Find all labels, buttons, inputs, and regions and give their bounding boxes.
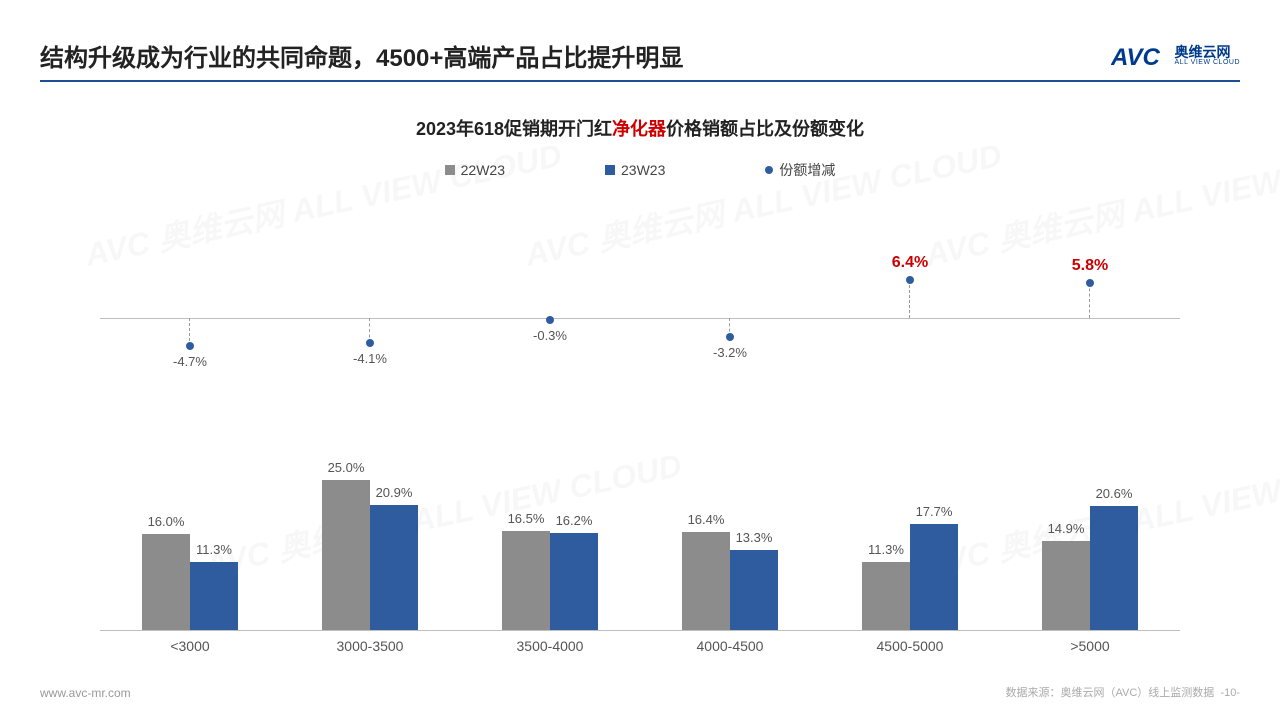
delta-dot bbox=[366, 339, 374, 347]
bar-label-s1: 16.4% bbox=[676, 512, 736, 527]
bar-s2 bbox=[910, 524, 958, 630]
chart-group: 16.0%11.3%<3000-4.7% bbox=[100, 190, 280, 640]
delta-dot bbox=[726, 333, 734, 341]
bar-s1 bbox=[1042, 541, 1090, 630]
delta-label: 5.8% bbox=[1072, 257, 1108, 275]
category-label: <3000 bbox=[100, 638, 280, 666]
avc-logo-icon: AVC bbox=[1111, 43, 1169, 69]
bar-label-s1: 25.0% bbox=[316, 460, 376, 475]
footer-source-text: 数据来源：奥维云网（AVC）线上监测数据 bbox=[1006, 687, 1215, 699]
page-title: 结构升级成为行业的共同命题，4500+高端产品占比提升明显 bbox=[40, 38, 683, 73]
bar-s1 bbox=[502, 531, 550, 630]
bar-label-s2: 13.3% bbox=[724, 530, 784, 545]
chart-title: 2023年618促销期开门红净化器价格销额占比及份额变化 bbox=[0, 115, 1280, 141]
category-label: 4000-4500 bbox=[640, 638, 820, 666]
bar-s2 bbox=[730, 550, 778, 630]
bar-s2 bbox=[370, 505, 418, 630]
legend-swatch-s2 bbox=[605, 165, 615, 175]
header: 结构升级成为行业的共同命题，4500+高端产品占比提升明显 AVC 奥维云网 A… bbox=[40, 38, 1240, 73]
bar-label-s1: 11.3% bbox=[856, 542, 916, 557]
bar-label-s1: 16.0% bbox=[136, 514, 196, 529]
chart-title-post: 价格销额占比及份额变化 bbox=[666, 119, 864, 139]
footer-url: www.avc-mr.com bbox=[40, 686, 131, 700]
bar-label-s2: 11.3% bbox=[184, 542, 244, 557]
svg-text:AVC: AVC bbox=[1111, 44, 1161, 69]
chart-group: 16.4%13.3%4000-4500-3.2% bbox=[640, 190, 820, 640]
bar-s2 bbox=[190, 562, 238, 630]
delta-label: -4.7% bbox=[173, 354, 207, 369]
page-number: -10- bbox=[1220, 687, 1240, 699]
avc-logo: AVC 奥维云网 ALL VIEW CLOUD bbox=[1111, 43, 1240, 69]
bar-label-s1: 14.9% bbox=[1036, 521, 1096, 536]
delta-dot bbox=[1086, 279, 1094, 287]
bar-s1 bbox=[322, 480, 370, 630]
chart-group: 25.0%20.9%3000-3500-4.1% bbox=[280, 190, 460, 640]
bar-s1 bbox=[682, 532, 730, 630]
bar-s1 bbox=[862, 562, 910, 630]
delta-dot bbox=[906, 276, 914, 284]
legend-label-s2: 23W23 bbox=[621, 162, 665, 178]
chart-group: 11.3%17.7%4500-50006.4% bbox=[820, 190, 1000, 640]
delta-dot bbox=[186, 342, 194, 350]
legend-swatch-s3 bbox=[765, 166, 773, 174]
delta-label: -3.2% bbox=[713, 345, 747, 360]
chart-group: 14.9%20.6%>50005.8% bbox=[1000, 190, 1180, 640]
category-label: 4500-5000 bbox=[820, 638, 1000, 666]
bar-s2 bbox=[550, 533, 598, 630]
category-label: >5000 bbox=[1000, 638, 1180, 666]
bar-s2 bbox=[1090, 506, 1138, 630]
bar-s1 bbox=[142, 534, 190, 630]
legend-label-s3: 份额增减 bbox=[779, 160, 835, 180]
delta-connector bbox=[909, 280, 911, 318]
delta-connector bbox=[1089, 283, 1091, 318]
legend-swatch-s1 bbox=[445, 165, 455, 175]
logo-text-en: ALL VIEW CLOUD bbox=[1175, 59, 1240, 66]
delta-label: 6.4% bbox=[892, 254, 928, 272]
delta-label: -4.1% bbox=[353, 351, 387, 366]
chart-area: 16.0%11.3%<3000-4.7%25.0%20.9%3000-3500-… bbox=[100, 190, 1180, 640]
legend-item-s1: 22W23 bbox=[445, 160, 505, 180]
chart-title-emph: 净化器 bbox=[612, 119, 666, 139]
legend-label-s1: 22W23 bbox=[461, 162, 505, 178]
footer-source: 数据来源：奥维云网（AVC）线上监测数据 -10- bbox=[1006, 684, 1241, 700]
chart-group: 16.5%16.2%3500-4000-0.3% bbox=[460, 190, 640, 640]
logo-text-cn: 奥维云网 bbox=[1175, 45, 1240, 59]
bar-label-s2: 20.6% bbox=[1084, 486, 1144, 501]
bar-label-s2: 16.2% bbox=[544, 513, 604, 528]
delta-label: -0.3% bbox=[533, 328, 567, 343]
bar-label-s2: 17.7% bbox=[904, 504, 964, 519]
legend-item-s3: 份额增减 bbox=[765, 160, 835, 180]
header-divider bbox=[40, 80, 1240, 82]
legend-item-s2: 23W23 bbox=[605, 160, 665, 180]
chart-title-pre: 2023年618促销期开门红 bbox=[416, 119, 612, 139]
category-label: 3500-4000 bbox=[460, 638, 640, 666]
delta-dot bbox=[546, 316, 554, 324]
bar-label-s2: 20.9% bbox=[364, 485, 424, 500]
chart-legend: 22W23 23W23 份额增减 bbox=[0, 160, 1280, 180]
category-label: 3000-3500 bbox=[280, 638, 460, 666]
